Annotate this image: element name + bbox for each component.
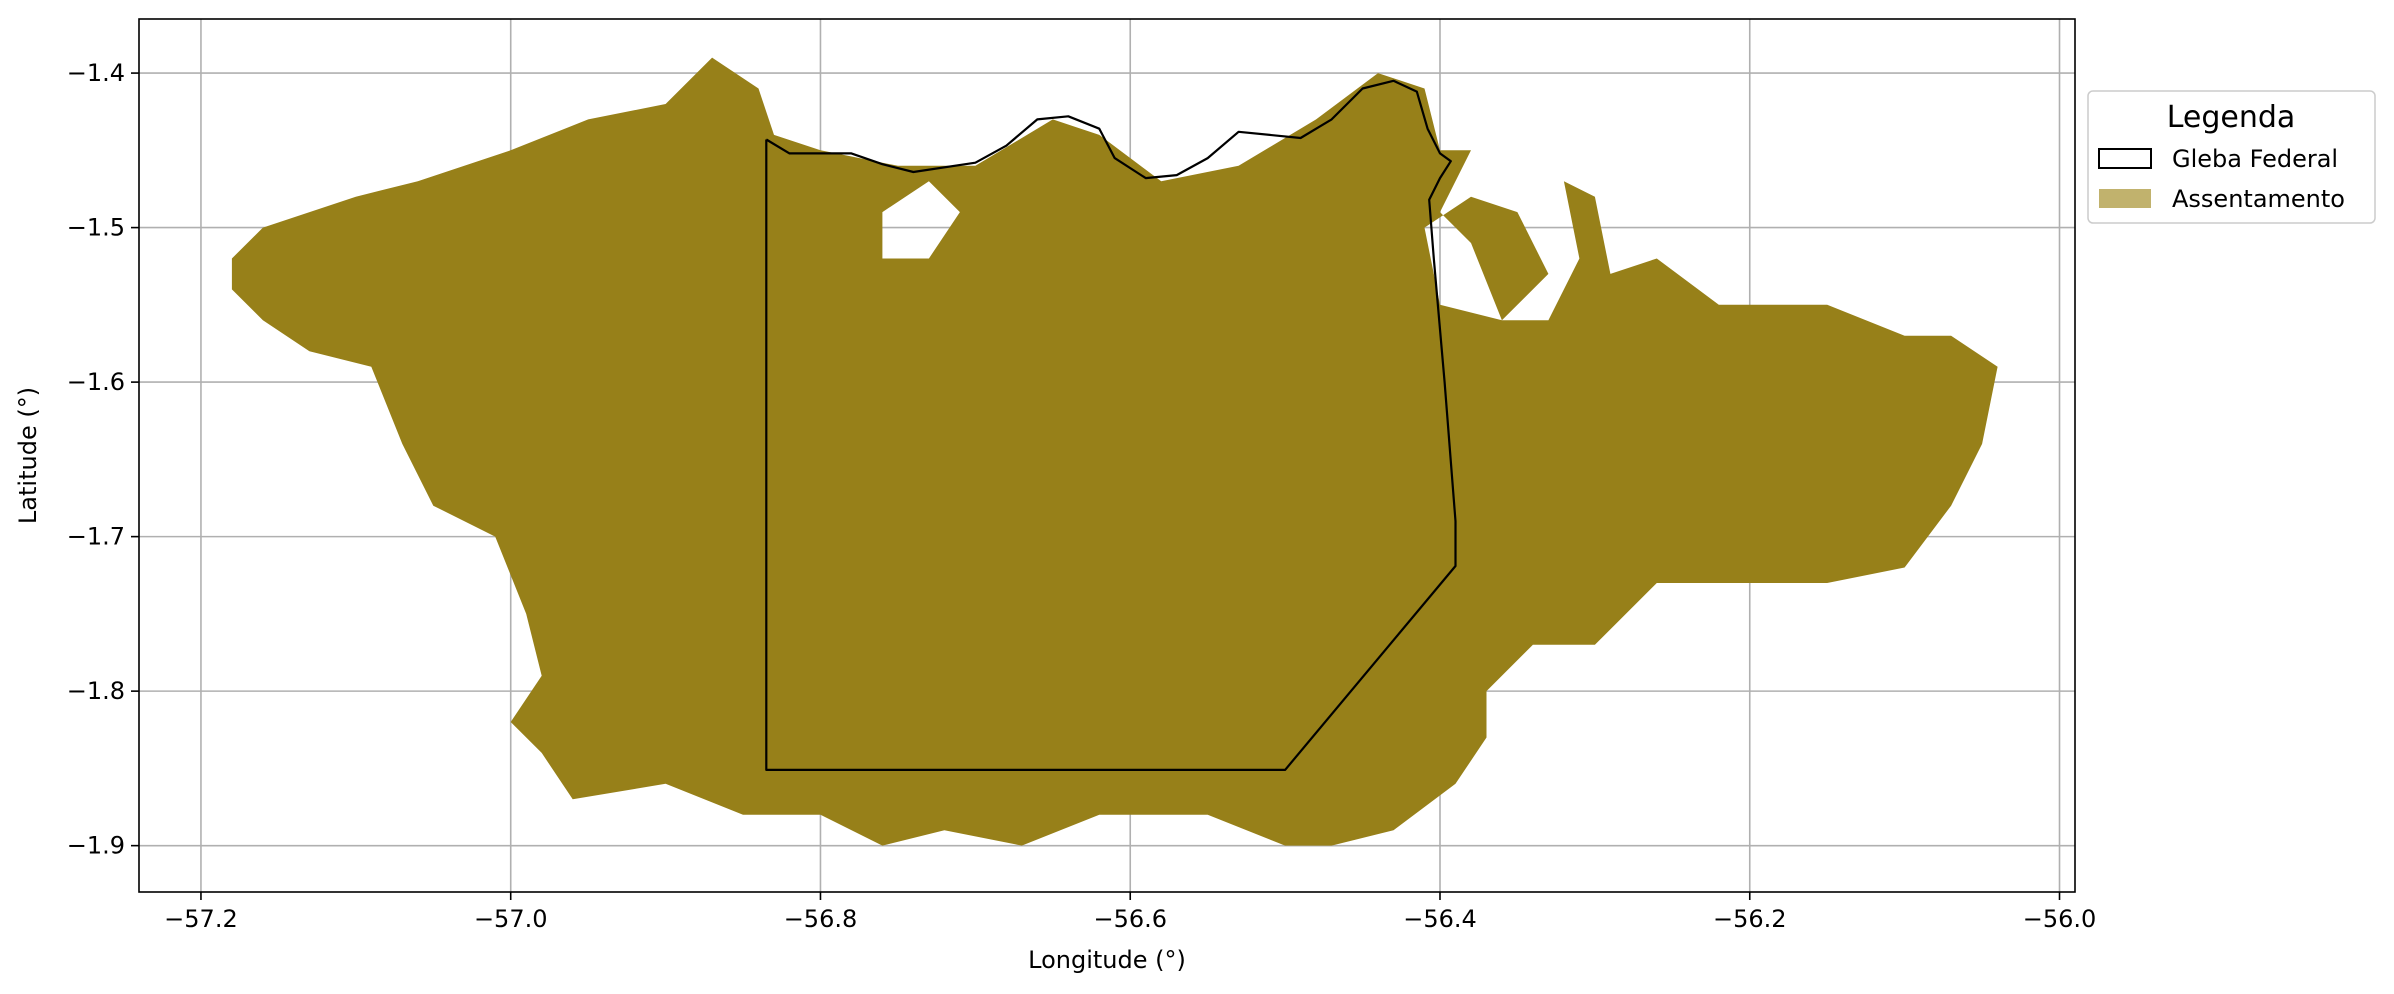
legend-swatch-gleba-federal	[2099, 149, 2151, 168]
x-tick-label-6: −56.0	[2023, 905, 2097, 933]
x-tick-label-3: −56.6	[1093, 905, 1167, 933]
legend: Legenda Gleba Federal Assentamento	[2088, 91, 2375, 223]
y-tick-label-4: −1.8	[67, 677, 125, 705]
x-tick-label-5: −56.2	[1713, 905, 1787, 933]
y-tick-label-0: −1.4	[67, 59, 125, 87]
x-tick-label-4: −56.4	[1403, 905, 1477, 933]
y-tick-label-3: −1.7	[67, 523, 125, 551]
x-tick-label-1: −57.0	[474, 905, 548, 933]
y-tick-label-5: −1.9	[67, 832, 125, 860]
y-tick-label-1: −1.5	[67, 214, 125, 242]
x-tick-label-0: −57.2	[164, 905, 238, 933]
legend-title: Legenda	[2167, 100, 2296, 135]
y-axis-label: Latitude (°)	[14, 387, 42, 524]
x-tick-label-2: −56.8	[784, 905, 858, 933]
legend-label-gleba-federal: Gleba Federal	[2172, 145, 2338, 173]
x-axis-label: Longitude (°)	[1028, 946, 1186, 974]
legend-swatch-assentamento	[2099, 189, 2151, 208]
y-tick-label-2: −1.6	[67, 368, 125, 396]
legend-label-assentamento: Assentamento	[2172, 185, 2345, 213]
